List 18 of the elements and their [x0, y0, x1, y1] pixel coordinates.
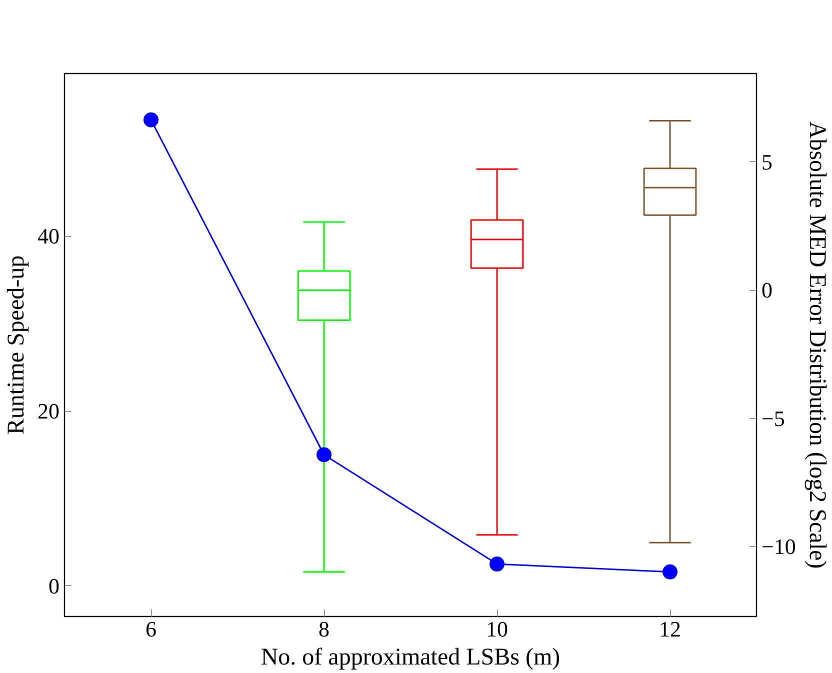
y2-tick-label: 5: [762, 149, 772, 174]
y-tick-label: 20: [38, 398, 60, 424]
x-tick-label: 12: [659, 616, 681, 642]
x-tick-label: 6: [146, 616, 156, 642]
y2-tick-label: 0: [762, 278, 772, 303]
y-tick-label: 40: [38, 224, 60, 249]
point: [662, 564, 678, 580]
x-axis-title: No. of approximated LSBs (m): [260, 644, 560, 670]
x-tick-label: 8: [318, 616, 330, 642]
y-axis-title: Runtime Speed-up: [4, 255, 30, 435]
y2-tick-label: −5: [762, 406, 785, 431]
point: [316, 447, 332, 462]
point: [144, 112, 158, 128]
y2-tick-label: −10: [762, 534, 796, 560]
y-tick-label: 0: [48, 573, 60, 598]
x-tick-label: 10: [486, 616, 508, 642]
y2-axis-title: Absolute MED Error Distribution (log2 Scale): [804, 121, 830, 569]
point: [490, 556, 504, 572]
